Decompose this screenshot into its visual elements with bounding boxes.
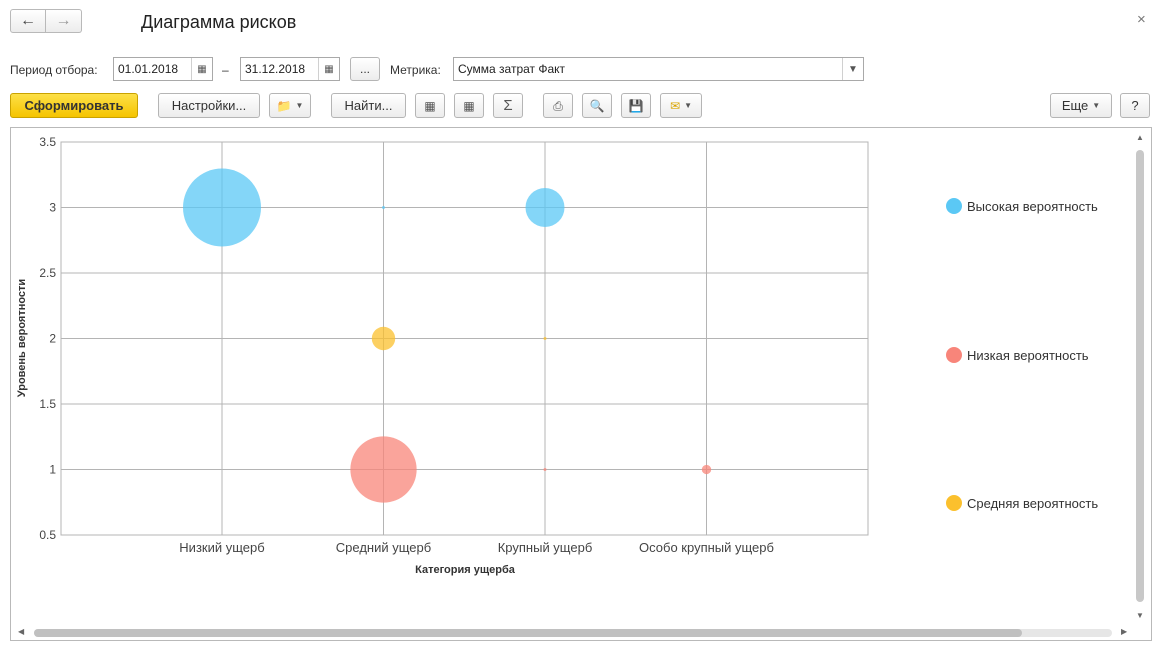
variant-menu-button[interactable]: 📁 ▼ xyxy=(269,93,311,118)
vertical-scrollbar[interactable] xyxy=(1136,150,1144,602)
x-tick-label: Низкий ущерб xyxy=(179,540,264,555)
forward-button[interactable]: → xyxy=(46,9,82,33)
print-preview-button[interactable]: 🔍 xyxy=(582,93,612,118)
more-button-label: Еще xyxy=(1061,98,1089,113)
legend-label-medium: Средняя вероятность xyxy=(967,495,1099,511)
more-button[interactable]: Еще ▼ xyxy=(1050,93,1112,118)
scroll-left-arrow-icon[interactable]: ◀ xyxy=(18,627,25,636)
legend-swatch-medium xyxy=(946,495,962,511)
x-tick-label: Средний ущерб xyxy=(336,540,431,555)
generate-button[interactable]: Сформировать xyxy=(10,93,138,118)
chevron-down-icon: ▼ xyxy=(1092,101,1101,110)
bubble-point xyxy=(543,337,547,340)
y-axis-label: Уровень вероятности xyxy=(16,279,28,397)
bubble-point xyxy=(543,468,547,471)
print-button[interactable]: ⎙ xyxy=(543,93,573,118)
chevron-down-icon[interactable]: ▼ xyxy=(842,58,863,80)
folder-icon: 📁 xyxy=(276,98,292,113)
envelope-icon: ✉ xyxy=(670,98,681,113)
chevron-down-icon: ▼ xyxy=(684,101,692,110)
metric-label: Метрика: xyxy=(390,63,441,77)
page-title: Диаграмма рисков xyxy=(141,12,297,32)
y-tick-label: 1 xyxy=(49,463,56,477)
horizontal-scrollbar[interactable] xyxy=(34,629,1022,637)
legend-item-low: Низкая вероятность xyxy=(946,347,1089,363)
date-from-value: 01.01.2018 xyxy=(118,62,179,76)
y-tick-label: 3 xyxy=(49,201,56,215)
metric-value: Сумма затрат Факт xyxy=(458,62,566,76)
legend-swatch-high xyxy=(946,198,962,214)
bubble-point xyxy=(382,206,385,209)
legend-label-low: Низкая вероятность xyxy=(967,347,1089,363)
date-to-field[interactable]: 31.12.2018 ▦ xyxy=(240,57,340,81)
collapse-groups-icon: ▦ xyxy=(424,98,436,113)
sum-button[interactable]: Σ xyxy=(493,93,523,118)
bubble-point xyxy=(183,168,261,247)
scroll-up-arrow-icon[interactable]: ▲ xyxy=(1136,133,1144,142)
bubble-point xyxy=(350,436,417,503)
scroll-down-arrow-icon[interactable]: ▼ xyxy=(1136,611,1144,620)
date-to-value: 31.12.2018 xyxy=(245,62,306,76)
scroll-right-arrow-icon[interactable]: ▶ xyxy=(1121,627,1128,636)
arrow-right-icon: → xyxy=(55,12,72,29)
y-tick-label: 2.5 xyxy=(39,266,56,280)
calendar-icon[interactable]: ▦ xyxy=(191,58,212,80)
find-button[interactable]: Найти... xyxy=(331,93,406,118)
y-tick-label: 3.5 xyxy=(39,135,56,149)
expand-groups-button[interactable]: ▦ xyxy=(454,93,484,118)
bubble-point xyxy=(525,188,565,227)
period-dash: – xyxy=(222,63,229,77)
y-tick-label: 1.5 xyxy=(39,397,56,411)
chevron-down-icon: ▼ xyxy=(295,101,304,110)
legend-label-high: Высокая вероятность xyxy=(967,198,1098,214)
bubble-point xyxy=(371,326,396,351)
sigma-icon: Σ xyxy=(503,96,513,114)
x-tick-label: Крупный ущерб xyxy=(498,540,593,555)
help-button[interactable]: ? xyxy=(1120,93,1150,118)
back-button[interactable]: ← xyxy=(10,9,46,33)
collapse-groups-button[interactable]: ▦ xyxy=(415,93,445,118)
expand-groups-icon: ▦ xyxy=(463,98,475,113)
printer-icon: ⎙ xyxy=(553,98,563,113)
legend-swatch-low xyxy=(946,347,962,363)
legend-item-high: Высокая вероятность xyxy=(946,198,1098,214)
period-label: Период отбора: xyxy=(10,63,98,77)
save-button[interactable]: 💾 xyxy=(621,93,651,118)
calendar-icon[interactable]: ▦ xyxy=(318,58,339,80)
settings-button[interactable]: Настройки... xyxy=(158,93,260,118)
period-select-button[interactable]: ... xyxy=(350,57,380,81)
print-preview-icon: 🔍 xyxy=(589,98,605,113)
metric-select[interactable]: Сумма затрат Факт ▼ xyxy=(453,57,864,81)
y-tick-label: 0.5 xyxy=(39,528,56,542)
bubble-point xyxy=(701,464,712,475)
legend-item-medium: Средняя вероятность xyxy=(946,495,1098,511)
y-tick-label: 2 xyxy=(49,332,56,346)
x-axis-label: Категория ущерба xyxy=(415,564,516,576)
close-icon[interactable]: × xyxy=(1137,11,1146,28)
x-tick-label: Особо крупный ущерб xyxy=(639,540,774,555)
floppy-disk-icon: 💾 xyxy=(628,98,644,113)
send-email-button[interactable]: ✉ ▼ xyxy=(660,93,702,118)
date-from-field[interactable]: 01.01.2018 ▦ xyxy=(113,57,213,81)
arrow-left-icon: ← xyxy=(20,12,36,29)
